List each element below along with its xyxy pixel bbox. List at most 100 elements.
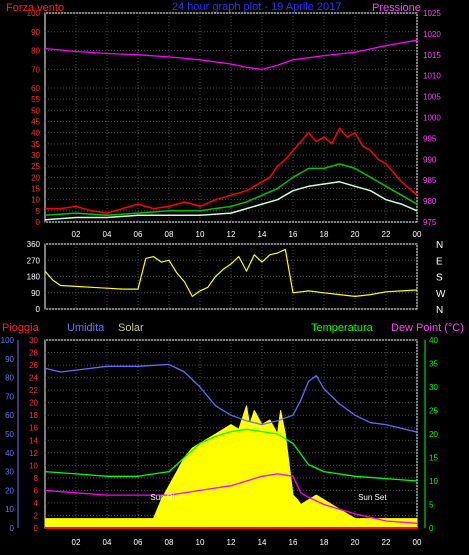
time-tick-label: 04: [103, 230, 112, 239]
climate-time-tick-label: 16: [289, 538, 298, 547]
series-speed: [44, 181, 418, 221]
direction-tick-label: 180: [27, 273, 41, 282]
climate-time-tick-label: 06: [134, 538, 143, 547]
time-tick-label: 14: [258, 230, 267, 239]
rain-axis-label: Pioggia: [2, 322, 40, 334]
humidity-tick-label: 50: [5, 430, 14, 439]
rain-tick-label: 28: [29, 349, 38, 358]
rain-tick-label: 10: [29, 461, 38, 470]
wind-tick-label: 0: [36, 218, 41, 227]
rain-tick-label: 20: [29, 399, 38, 408]
compass-label: N: [436, 240, 443, 251]
compass-label: E: [436, 256, 443, 267]
direction-tick-label: 0: [36, 305, 41, 314]
wind-tick-label: 5: [36, 207, 41, 216]
rain-tick-label: 26: [29, 361, 38, 370]
time-tick-label: 22: [382, 230, 391, 239]
series-pressure: [44, 39, 418, 71]
wind-tick-label: 45: [31, 118, 40, 127]
rain-tick-label: 6: [34, 486, 39, 495]
direction-tick-label: 90: [31, 289, 40, 298]
rain-tick-label: 12: [29, 449, 38, 458]
time-tick-label: 18: [320, 230, 329, 239]
humidity-tick-label: 10: [5, 505, 14, 514]
rain-tick-label: 14: [29, 436, 38, 445]
wind-tick-label: 80: [31, 47, 40, 56]
humidity-tick-label: 20: [5, 486, 14, 495]
temp-tick-label: 0: [429, 524, 434, 533]
wind-tick-label: 100: [27, 9, 41, 18]
pressure-tick-label: 985: [423, 176, 437, 185]
wind-tick-label: 40: [31, 129, 40, 138]
dewpoint-axis-label: Dew Point (°C): [391, 322, 464, 334]
wind-tick-label: 90: [31, 28, 40, 37]
direction-tick-label: 360: [27, 240, 41, 249]
rain-tick-label: 0: [34, 524, 39, 533]
rain-tick-label: 24: [29, 374, 38, 383]
climate-time-tick-label: 20: [351, 538, 360, 547]
direction-tick-label: 270: [27, 256, 41, 265]
compass-label: S: [436, 273, 443, 284]
temp-tick-label: 40: [429, 336, 438, 345]
pressure-tick-label: 995: [423, 134, 437, 143]
wind-tick-label: 60: [31, 84, 40, 93]
series-solar-area: [44, 405, 418, 528]
rain-tick-label: 8: [34, 474, 39, 483]
temp-tick-label: 15: [429, 454, 438, 463]
pressure-axis-label: Pressione: [372, 2, 421, 14]
wind-tick-label: 50: [31, 106, 40, 115]
temperature-axis-label: Temperatura: [311, 322, 374, 334]
time-tick-label: 16: [289, 230, 298, 239]
wind-tick-label: 10: [31, 196, 40, 205]
humidity-tick-label: 0: [10, 524, 15, 533]
series-humidity: [44, 363, 418, 433]
time-tick-label: 08: [165, 230, 174, 239]
pressure-tick-label: 990: [423, 155, 437, 164]
compass-label: N: [436, 305, 443, 316]
time-tick-label: 06: [134, 230, 143, 239]
temp-tick-label: 5: [429, 501, 434, 510]
rain-tick-label: 4: [34, 499, 39, 508]
climate-time-tick-label: 08: [165, 538, 174, 547]
sun-set-annotation: Sun Set: [358, 493, 387, 502]
wind-tick-label: 35: [31, 140, 40, 149]
temp-tick-label: 35: [429, 360, 438, 369]
rain-tick-label: 30: [29, 336, 38, 345]
climate-time-tick-label: 10: [196, 538, 205, 547]
pressure-tick-label: 1010: [423, 72, 441, 81]
climate-time-tick-label: 18: [320, 538, 329, 547]
time-tick-label: 10: [196, 230, 205, 239]
humidity-tick-label: 90: [5, 355, 14, 364]
climate-time-tick-label: 00: [413, 538, 422, 547]
climate-time-tick-label: 02: [72, 538, 81, 547]
climate-time-tick-label: 14: [258, 538, 267, 547]
pressure-tick-label: 1000: [423, 114, 441, 123]
temp-tick-label: 30: [429, 383, 438, 392]
pressure-tick-label: 1020: [423, 30, 441, 39]
chart-title: 24 hour graph plot - 19 Aprile 2017: [172, 1, 341, 13]
pressure-tick-label: 1015: [423, 51, 441, 60]
humidity-tick-label: 40: [5, 449, 14, 458]
wind-tick-label: 30: [31, 151, 40, 160]
climate-time-tick-label: 22: [382, 538, 391, 547]
rain-tick-label: 2: [34, 511, 39, 520]
temp-tick-label: 20: [429, 430, 438, 439]
temp-tick-label: 10: [429, 477, 438, 486]
solar-axis-label: Solar: [118, 322, 144, 334]
sun-rise-annotation: Sun Rise: [150, 493, 183, 502]
wind-axis-label: Forza vento: [6, 2, 64, 14]
humidity-tick-label: 100: [1, 336, 15, 345]
series-dewpoint: [44, 473, 418, 524]
time-tick-label: 02: [72, 230, 81, 239]
pressure-tick-label: 980: [423, 197, 437, 206]
pressure-tick-label: 1005: [423, 93, 441, 102]
wind-tick-label: 70: [31, 65, 40, 74]
time-tick-label: 00: [413, 230, 422, 239]
series-avg: [44, 163, 418, 217]
climate-time-tick-label: 12: [227, 538, 236, 547]
rain-tick-label: 16: [29, 424, 38, 433]
humidity-tick-label: 80: [5, 374, 14, 383]
humidity-tick-label: 60: [5, 411, 14, 420]
